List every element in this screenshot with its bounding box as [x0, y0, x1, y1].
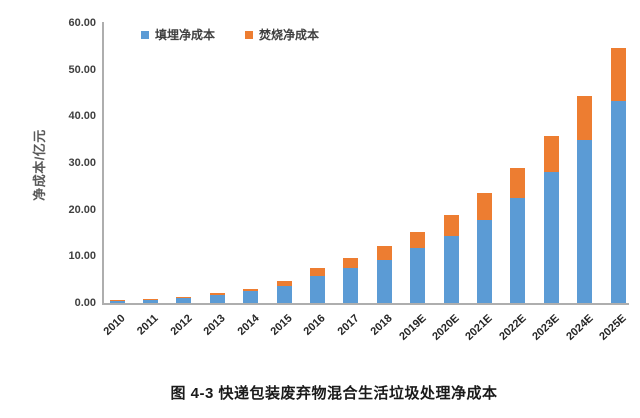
- bar-stack-2021E: [476, 193, 492, 303]
- bar-segment: [109, 300, 125, 303]
- y-tick-label: 50.00: [68, 63, 96, 76]
- bar-stack-2010: [109, 300, 125, 303]
- y-axis-line: [102, 22, 104, 304]
- bar-segment: [176, 296, 192, 298]
- bar-stack-2025E: [610, 47, 626, 303]
- bar-stack-2023E: [543, 135, 559, 303]
- legend-item-landfill: 填埋净成本: [141, 26, 215, 43]
- bar-segment: [476, 219, 492, 303]
- bar-segment: [443, 214, 459, 236]
- legend: 填埋净成本 焚烧净成本: [141, 26, 319, 43]
- y-tick-label: 10.00: [68, 250, 96, 263]
- bar-segment: [610, 47, 626, 101]
- bar-segment: [510, 167, 526, 198]
- bar-segment: [510, 198, 526, 303]
- bar-segment: [476, 193, 492, 220]
- bar-stack-2016: [309, 268, 325, 303]
- legend-item-incineration: 焚烧净成本: [245, 26, 319, 43]
- x-axis-line: [102, 303, 629, 305]
- legend-swatch-incineration-icon: [245, 30, 254, 39]
- bar-stack-2011: [142, 299, 158, 303]
- bar-segment: [577, 95, 593, 141]
- bar-segment: [543, 172, 559, 303]
- bar-stack-2013: [209, 293, 225, 303]
- bar-segment: [410, 247, 426, 303]
- bar-segment: [343, 268, 359, 303]
- bar-segment: [276, 285, 292, 303]
- bar-segment: [209, 293, 225, 296]
- y-tick-label: 60.00: [68, 17, 96, 29]
- bar-segment: [410, 231, 426, 248]
- bar-segment: [209, 295, 225, 303]
- bar-stack-2018: [376, 246, 392, 303]
- bar-segment: [443, 235, 459, 303]
- y-tick-label: 20.00: [68, 203, 96, 216]
- bar-stack-2017: [343, 258, 359, 303]
- bar-stack-2024E: [577, 95, 593, 303]
- bar-segment: [610, 100, 626, 303]
- legend-label-incineration: 焚烧净成本: [259, 28, 320, 42]
- bar-segment: [142, 299, 158, 300]
- bar-stack-2019E: [410, 231, 426, 303]
- legend-swatch-landfill-icon: [141, 30, 149, 39]
- bar-stack-2020E: [443, 214, 459, 303]
- bar-segment: [376, 259, 392, 303]
- bar-stack-2022E: [510, 167, 526, 303]
- bar-segment: [543, 135, 559, 173]
- bar-segment: [176, 297, 192, 303]
- bar-stack-2012: [176, 296, 192, 303]
- bar-segment: [142, 299, 158, 303]
- y-tick-label: 0.00: [74, 297, 96, 309]
- y-tick-label: 40.00: [68, 110, 96, 123]
- figure-caption: 图 4-3 快递包装废弃物混合生活垃圾处理净成本: [170, 385, 498, 402]
- bar-segment: [577, 140, 593, 303]
- bar-stack-2015: [276, 280, 292, 303]
- legend-label-landfill: 填埋净成本: [155, 28, 216, 42]
- bar-segment: [243, 288, 259, 291]
- bar-segment: [243, 290, 259, 303]
- bar-stack-2014: [243, 288, 259, 303]
- bar-segment: [309, 275, 325, 303]
- bar-segment: [376, 246, 392, 260]
- y-tick-label: 30.00: [68, 157, 96, 169]
- bar-segment: [309, 268, 325, 276]
- bar-segment: [343, 258, 359, 268]
- bar-segment: [276, 280, 292, 286]
